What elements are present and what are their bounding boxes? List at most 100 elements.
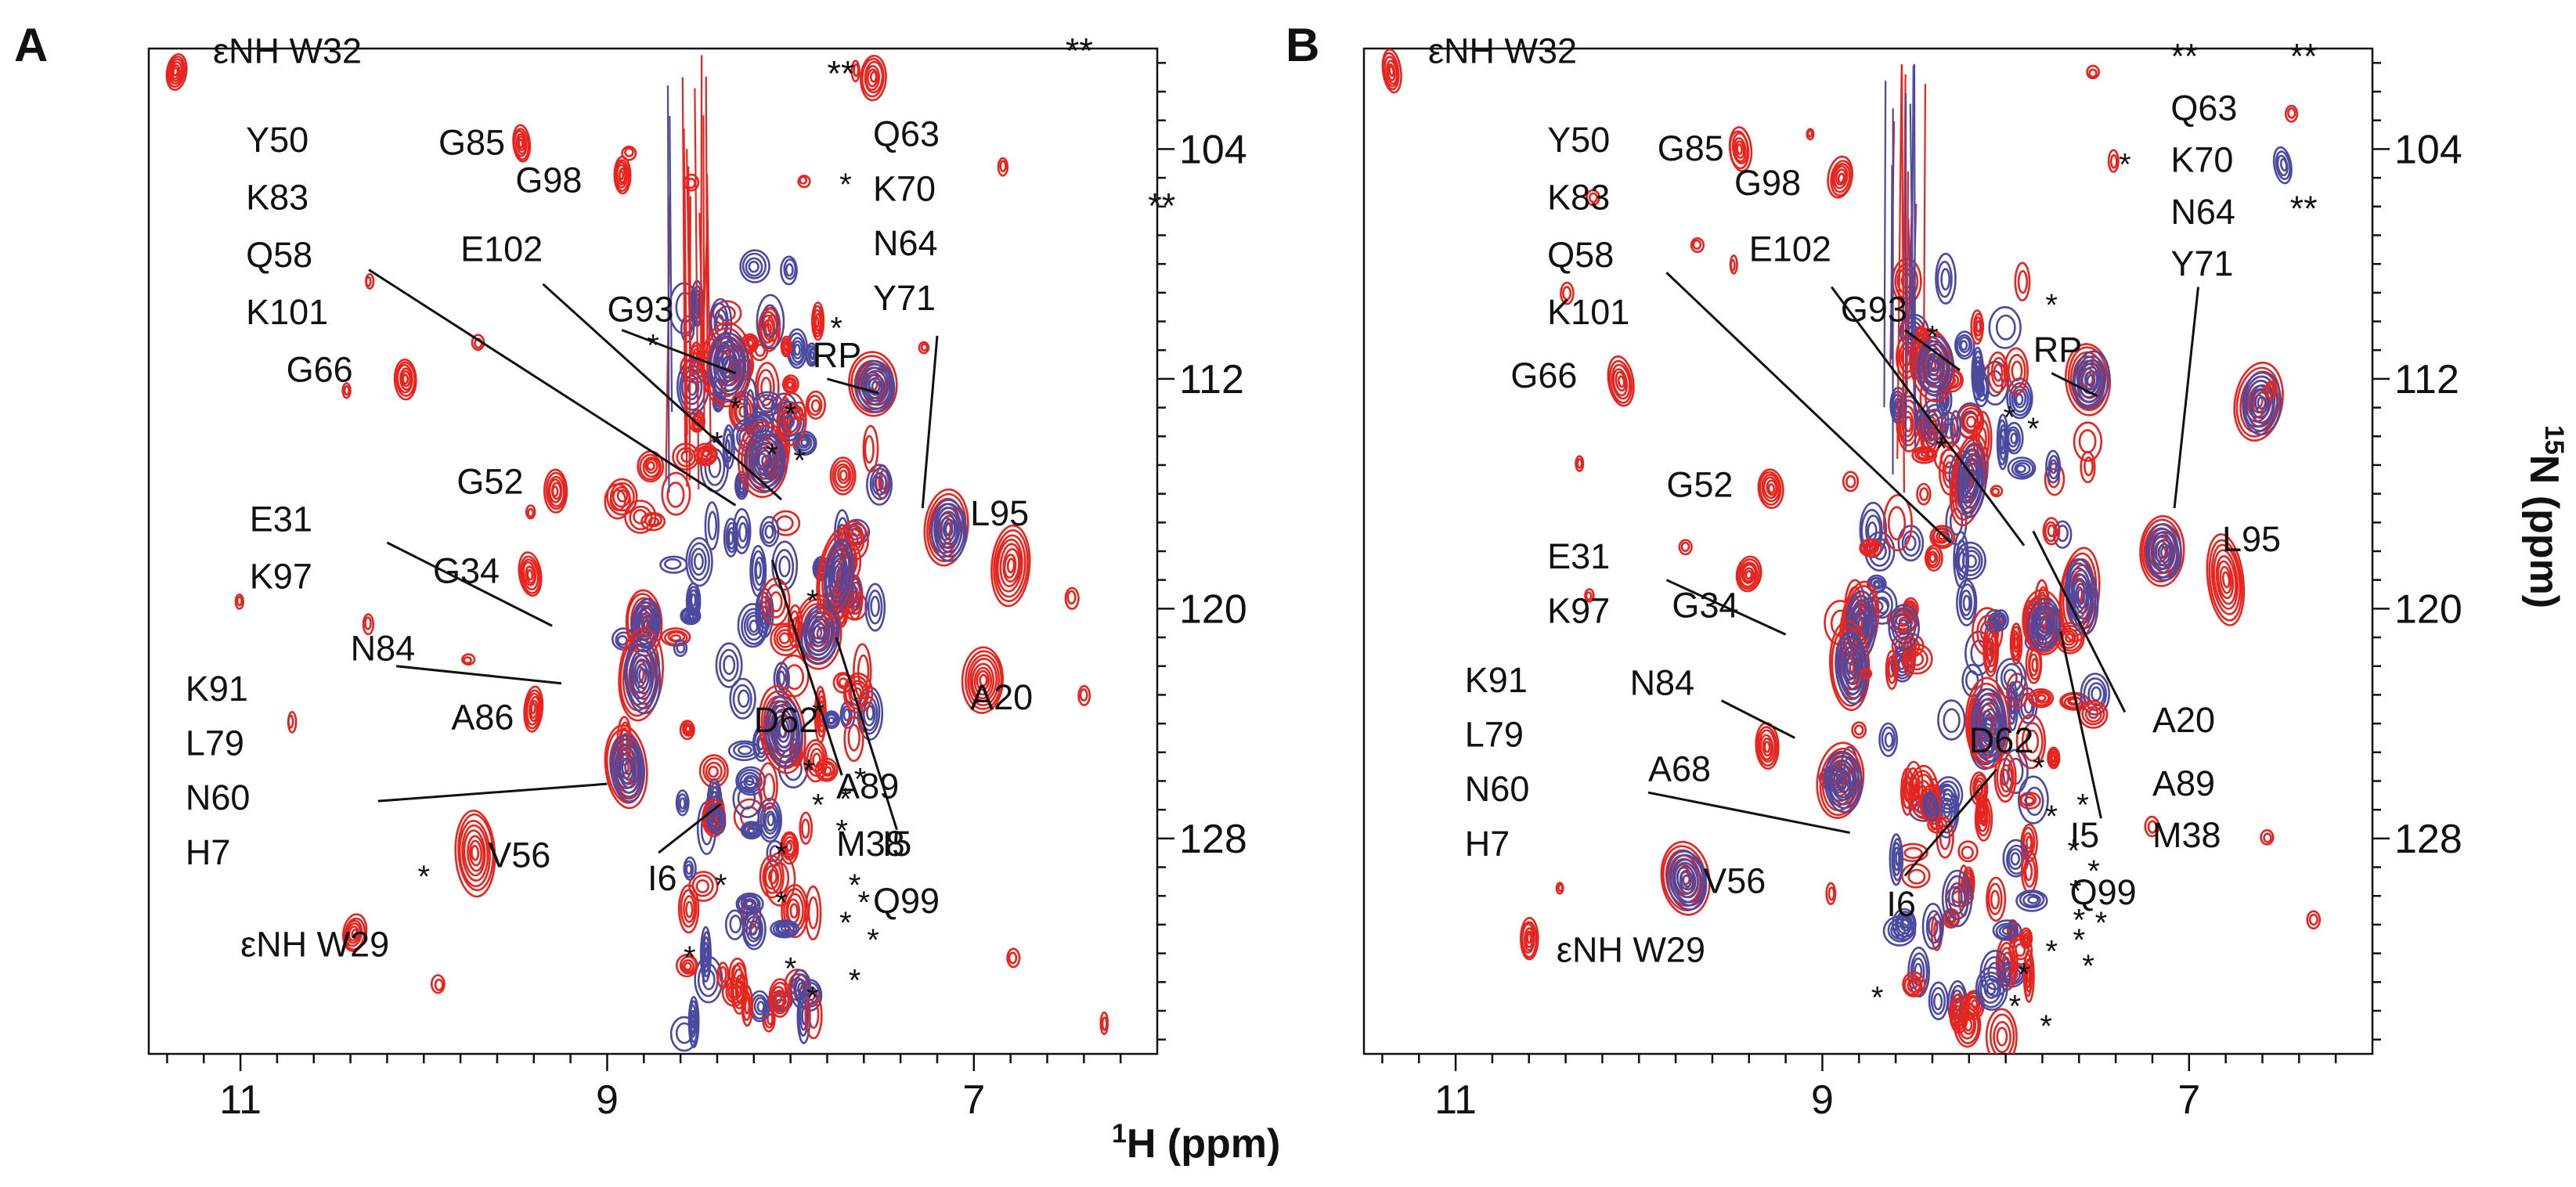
peak-label: G52 (456, 462, 523, 502)
minor-contour (1678, 539, 1693, 556)
peak-label: L79 (1465, 714, 1524, 754)
noise-streak (1896, 64, 1903, 460)
x-axis: 11 9 7 (1381, 1054, 2337, 1123)
band-contour (1902, 971, 1926, 998)
band-contour (741, 984, 754, 1027)
minor-contour (1555, 882, 1564, 895)
band-contour (752, 391, 783, 417)
band-contour (1954, 330, 1975, 360)
band-contour (699, 925, 712, 983)
peak-label: G93 (1841, 290, 1907, 330)
unassigned-peak-marker: * (2027, 412, 2040, 446)
y-tick-label: 112 (2394, 357, 2459, 402)
unassigned-peak-marker: * (839, 906, 852, 940)
band-contour (640, 511, 666, 532)
band-contour (1992, 609, 2009, 631)
unassigned-peak-marker: * (715, 868, 727, 903)
band-contour (1935, 252, 1957, 305)
band-contour (2004, 421, 2024, 455)
x-tick-label: 7 (962, 1077, 985, 1123)
minor-contour (2285, 104, 2299, 123)
band-contour (679, 720, 695, 741)
band-contour (715, 642, 743, 688)
band-contour (754, 362, 780, 414)
peak-label: K91 (186, 669, 248, 709)
band-contour (1928, 981, 1949, 1021)
minor-contour (683, 173, 700, 192)
minor-contour (850, 60, 860, 83)
minor-contour (792, 401, 806, 422)
peak-label: ** (2290, 189, 2318, 229)
peak-V56-blue (1666, 850, 1708, 911)
band-contour (2028, 687, 2055, 709)
leader-line (542, 283, 782, 501)
leader-line (770, 559, 843, 776)
leader-line (2173, 287, 2200, 509)
noise-streak (681, 77, 687, 454)
band-contour (2042, 517, 2061, 546)
panel-A: A** ** * ****** ****** ** ********εNH W32*****… (14, 19, 1247, 1123)
band-contour (2073, 421, 2103, 462)
band-contour (737, 603, 769, 648)
band-contour (1956, 579, 1978, 626)
band-contour (2045, 449, 2062, 484)
x-tick-label: 11 (1434, 1077, 1477, 1123)
x-axis: 11 9 7 (166, 1054, 1122, 1123)
peak-label: A89 (836, 766, 899, 806)
peak-label: D62 (754, 700, 819, 740)
minor-contour (341, 382, 352, 399)
noise-streak (684, 190, 688, 487)
unassigned-peak-marker: * (803, 753, 815, 788)
peak-label: A20 (970, 677, 1033, 717)
unassigned-peak-marker: * (766, 438, 778, 472)
band-contour (768, 978, 792, 1018)
band-contour (2009, 622, 2023, 665)
peak-K91-blue (610, 734, 646, 803)
band-contour (1859, 538, 1882, 557)
band-contour (741, 908, 767, 951)
peak-D62-blue (764, 695, 803, 768)
peak-label: A86 (451, 697, 514, 737)
peak-A20-red (961, 646, 1005, 714)
band-contour (779, 831, 799, 865)
minor-contour (1825, 882, 1837, 906)
band-contour (1949, 993, 1969, 1034)
peak-G52-red (543, 468, 568, 514)
minor-contour (621, 146, 637, 161)
peak-label: Y50 (246, 120, 308, 160)
peak-label: N60 (1465, 769, 1530, 809)
unassigned-peak-marker: * (858, 886, 871, 920)
band-contour (2021, 850, 2039, 894)
peak-L95-red (2206, 533, 2246, 626)
peak-label: K101 (246, 292, 328, 332)
leader-line (1647, 791, 1850, 834)
peak-G66-red (1607, 355, 1635, 407)
band-contour (799, 811, 813, 845)
peak-label: K70 (873, 168, 936, 208)
minor-contour (1690, 237, 1705, 254)
leader-line (1720, 699, 1796, 739)
peak-label: A68 (1648, 749, 1711, 788)
band-contour (1975, 966, 2008, 1011)
unassigned-peak-marker: * (849, 868, 861, 903)
peak-label: Q63 (2170, 88, 2237, 128)
unassigned-peak-marker: * (2087, 854, 2100, 889)
band-contour (759, 854, 785, 899)
peak-label: εNH W32 (1428, 31, 1577, 70)
peak-label: I5 (882, 824, 912, 864)
peak-label: Q99 (2070, 872, 2137, 912)
unassigned-peak-marker: * (806, 980, 819, 1015)
peak-E102-blue (744, 429, 786, 492)
band-contour (810, 301, 825, 341)
minor-contour (234, 594, 244, 610)
band-contour (735, 892, 764, 915)
band-contour (669, 1016, 698, 1052)
band-contour (1941, 869, 1973, 928)
unassigned-peak-marker: * (812, 788, 824, 823)
peak-D62-blue (1971, 687, 2008, 763)
unassigned-peak-marker: * (2076, 788, 2089, 823)
band-contour (823, 710, 841, 730)
unassigned-peak-marker: * (1926, 320, 1939, 355)
peak-RP-blue (854, 359, 896, 413)
peak-label: I6 (1886, 884, 1916, 924)
